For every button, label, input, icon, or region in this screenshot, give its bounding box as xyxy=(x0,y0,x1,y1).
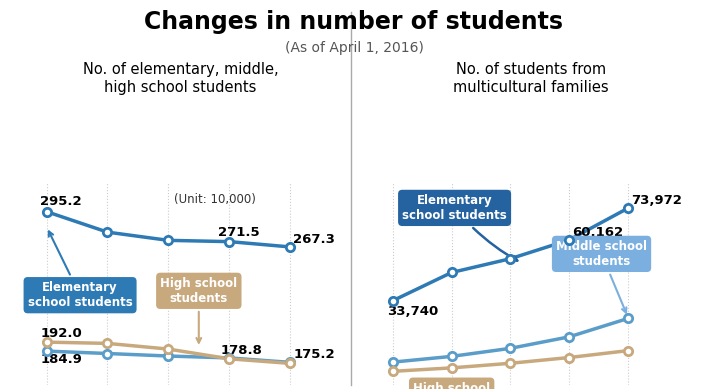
Text: 60,162: 60,162 xyxy=(572,226,623,239)
Text: (As of April 1, 2016): (As of April 1, 2016) xyxy=(285,41,423,55)
Text: Elementary
school students: Elementary school students xyxy=(402,194,518,261)
Text: 175.2: 175.2 xyxy=(293,349,335,361)
Text: High school
students: High school students xyxy=(160,277,237,343)
Text: 33,740: 33,740 xyxy=(387,305,438,318)
Text: 295.2: 295.2 xyxy=(40,195,82,208)
Text: 267.3: 267.3 xyxy=(293,233,335,246)
Text: No. of students from
multicultural families: No. of students from multicultural famil… xyxy=(453,62,609,95)
Text: 271.5: 271.5 xyxy=(218,226,260,239)
Text: No. of elementary, middle,
high school students: No. of elementary, middle, high school s… xyxy=(83,62,278,95)
Text: Elementary
school students: Elementary school students xyxy=(28,231,132,309)
Text: Middle school
students: Middle school students xyxy=(556,240,647,313)
Text: Changes in number of students: Changes in number of students xyxy=(144,10,564,34)
Text: 73,972: 73,972 xyxy=(631,194,682,207)
Text: 184.9: 184.9 xyxy=(40,353,82,366)
Text: (Unit: 10,000): (Unit: 10,000) xyxy=(174,193,256,206)
Text: 178.8: 178.8 xyxy=(220,344,262,357)
Text: 192.0: 192.0 xyxy=(40,327,82,340)
Text: High school: High school xyxy=(413,382,490,389)
